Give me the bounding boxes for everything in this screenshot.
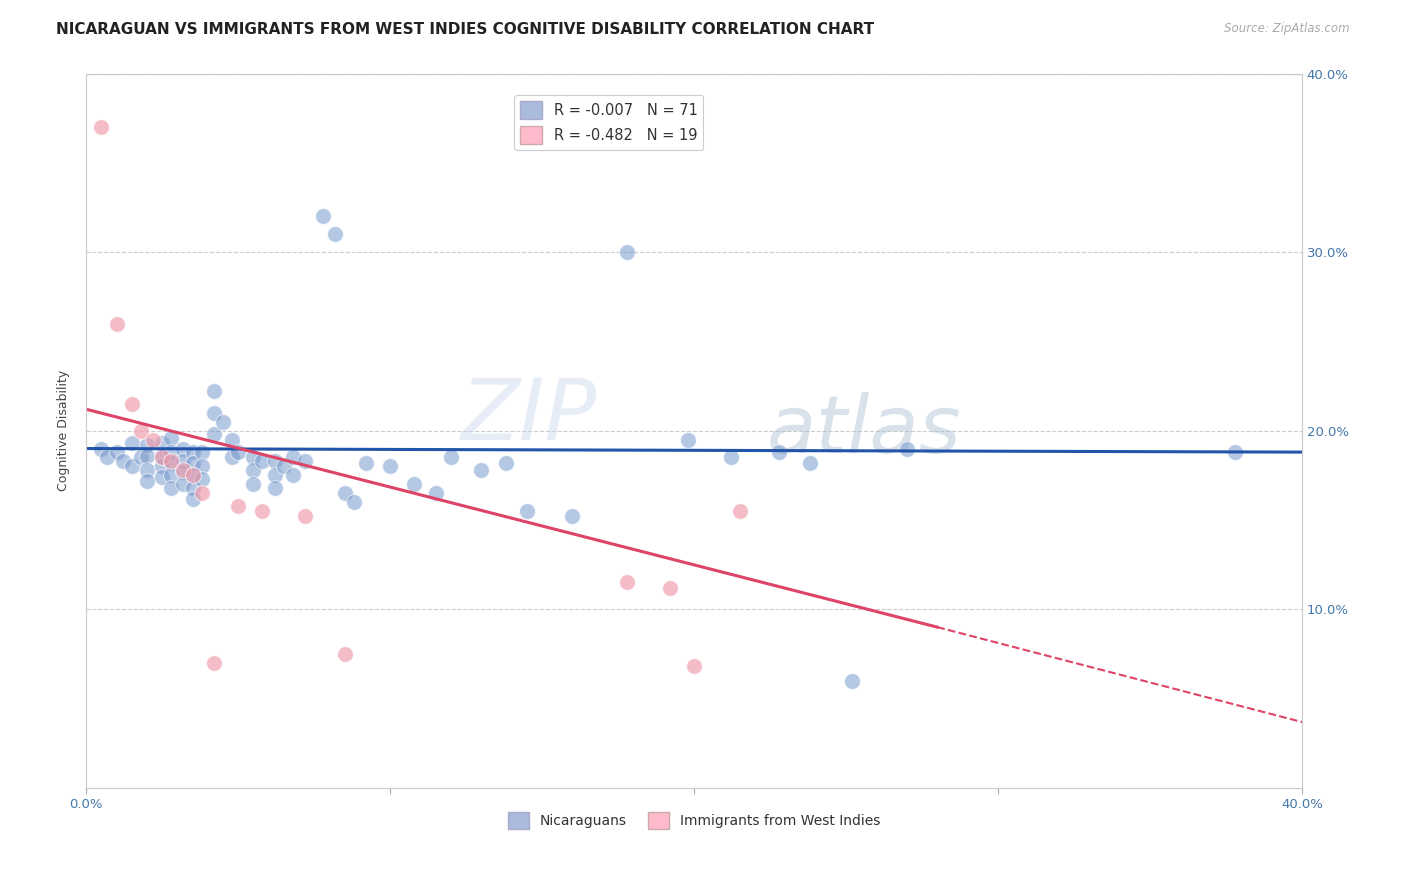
Point — [90, 120, 112, 134]
Point — [273, 459, 295, 474]
Point — [90, 442, 112, 456]
Point — [181, 481, 204, 495]
Text: Source: ZipAtlas.com: Source: ZipAtlas.com — [1225, 22, 1350, 36]
Point — [121, 436, 143, 450]
Point — [404, 477, 426, 491]
Point — [561, 509, 583, 524]
Point — [202, 427, 225, 442]
Point — [212, 415, 235, 429]
Point — [172, 463, 194, 477]
Point — [616, 575, 638, 590]
Point — [129, 450, 152, 465]
Point — [221, 433, 243, 447]
Point — [676, 433, 699, 447]
Point — [190, 472, 212, 486]
Point — [96, 450, 118, 465]
Point — [799, 456, 821, 470]
Y-axis label: Cognitive Disability: Cognitive Disability — [58, 370, 70, 491]
Point — [190, 486, 212, 500]
Point — [136, 438, 159, 452]
Point — [202, 406, 225, 420]
Text: atlas: atlas — [768, 392, 962, 470]
Point — [252, 454, 274, 468]
Point — [150, 436, 173, 450]
Point — [129, 424, 152, 438]
Point — [470, 463, 492, 477]
Point — [181, 445, 204, 459]
Point — [181, 491, 204, 506]
Point — [720, 450, 742, 465]
Point — [312, 210, 335, 224]
Point — [172, 477, 194, 491]
Point — [294, 509, 316, 524]
Point — [896, 442, 918, 456]
Point — [150, 450, 173, 465]
Point — [142, 433, 165, 447]
Point — [440, 450, 463, 465]
Point — [768, 445, 790, 459]
Point — [150, 449, 173, 463]
Point — [172, 442, 194, 456]
Point — [150, 459, 173, 474]
Point — [202, 384, 225, 399]
Point — [105, 445, 128, 459]
Point — [136, 449, 159, 463]
Point — [181, 468, 204, 483]
Point — [226, 445, 249, 459]
Point — [728, 504, 751, 518]
Point — [111, 454, 134, 468]
Text: NICARAGUAN VS IMMIGRANTS FROM WEST INDIES COGNITIVE DISABILITY CORRELATION CHART: NICARAGUAN VS IMMIGRANTS FROM WEST INDIE… — [56, 22, 875, 37]
Point — [172, 454, 194, 468]
Point — [1223, 445, 1246, 459]
Point — [325, 227, 347, 242]
Point — [242, 463, 264, 477]
Point — [105, 317, 128, 331]
Point — [281, 468, 304, 483]
Point — [242, 477, 264, 491]
Point — [333, 486, 356, 500]
Point — [378, 459, 401, 474]
Point — [516, 504, 538, 518]
Point — [160, 431, 183, 445]
Point — [425, 486, 447, 500]
Point — [150, 470, 173, 484]
Point — [190, 445, 212, 459]
Point — [226, 499, 249, 513]
Point — [202, 656, 225, 670]
Point — [683, 659, 706, 673]
Point — [495, 456, 517, 470]
Point — [121, 459, 143, 474]
Point — [160, 445, 183, 459]
Point — [181, 456, 204, 470]
Point — [281, 450, 304, 465]
Point — [658, 581, 681, 595]
Point — [181, 468, 204, 483]
Point — [333, 647, 356, 661]
Point — [263, 454, 285, 468]
Point — [294, 454, 316, 468]
Point — [616, 245, 638, 260]
Point — [841, 673, 863, 688]
Point — [160, 481, 183, 495]
Point — [136, 463, 159, 477]
Point — [263, 481, 285, 495]
Point — [121, 397, 143, 411]
Point — [160, 456, 183, 470]
Legend: Nicaraguans, Immigrants from West Indies: Nicaraguans, Immigrants from West Indies — [502, 806, 886, 834]
Point — [160, 454, 183, 468]
Point — [252, 504, 274, 518]
Point — [354, 456, 377, 470]
Point — [136, 474, 159, 488]
Point — [263, 468, 285, 483]
Point — [190, 459, 212, 474]
Point — [242, 450, 264, 465]
Point — [160, 468, 183, 483]
Text: ZIP: ZIP — [461, 375, 596, 458]
Point — [343, 495, 366, 509]
Point — [221, 450, 243, 465]
Point — [172, 465, 194, 479]
